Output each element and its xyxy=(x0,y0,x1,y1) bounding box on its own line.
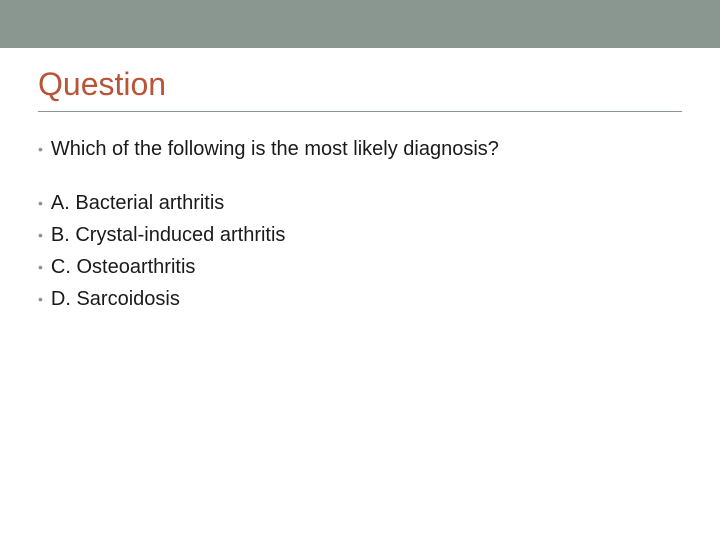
answer-option: • A. Bacterial arthritis xyxy=(38,190,682,216)
question-block: • Which of the following is the most lik… xyxy=(38,136,682,162)
answer-text: C. Osteoarthritis xyxy=(51,254,195,280)
answer-option: • D. Sarcoidosis xyxy=(38,286,682,312)
title-underline xyxy=(38,111,682,112)
slide-content: Question • Which of the following is the… xyxy=(0,48,720,312)
bullet-icon: • xyxy=(38,190,43,216)
bullet-icon: • xyxy=(38,254,43,280)
answers-block: • A. Bacterial arthritis • B. Crystal-in… xyxy=(38,190,682,312)
question-line: • Which of the following is the most lik… xyxy=(38,136,682,162)
question-text: Which of the following is the most likel… xyxy=(51,136,499,162)
answer-text: A. Bacterial arthritis xyxy=(51,190,224,216)
answer-text: B. Crystal-induced arthritis xyxy=(51,222,286,248)
bullet-icon: • xyxy=(38,222,43,248)
bullet-icon: • xyxy=(38,136,43,162)
bullet-icon: • xyxy=(38,286,43,312)
answer-option: • B. Crystal-induced arthritis xyxy=(38,222,682,248)
answer-option: • C. Osteoarthritis xyxy=(38,254,682,280)
header-bar xyxy=(0,0,720,48)
slide-title: Question xyxy=(38,66,682,103)
answer-text: D. Sarcoidosis xyxy=(51,286,180,312)
